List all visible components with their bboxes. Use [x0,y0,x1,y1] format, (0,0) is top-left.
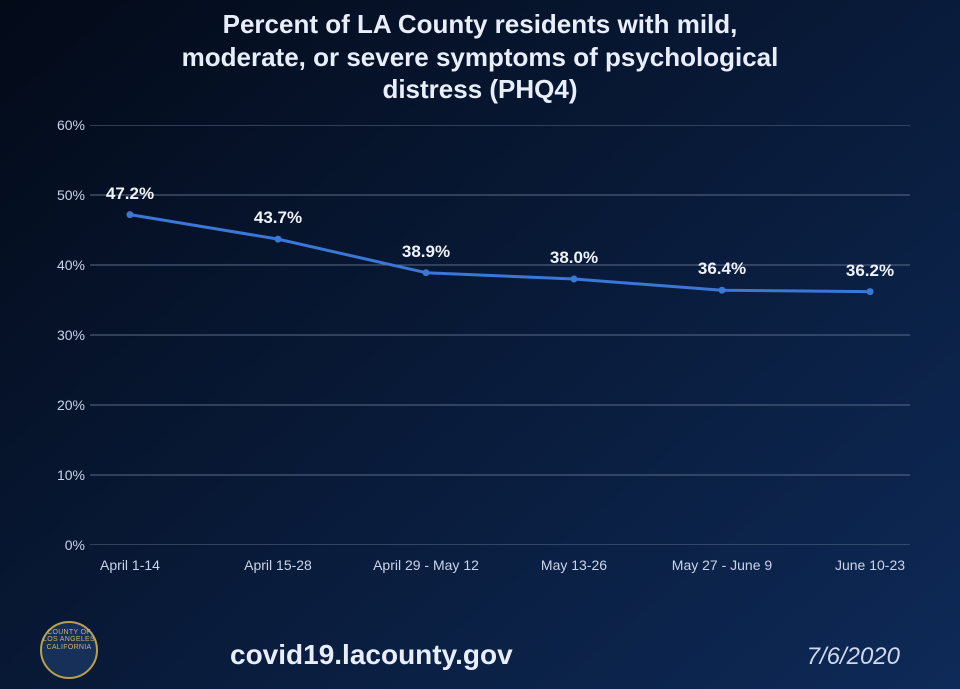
chart-title: Percent of LA County residents with mild… [0,8,960,106]
y-tick-label: 60% [40,117,85,133]
y-tick-label: 50% [40,187,85,203]
footer-url: covid19.lacounty.gov [230,639,513,671]
x-tick-label: May 13-26 [514,557,634,574]
line-chart: 0%10%20%30%40%50%60%April 1-14April 15-2… [90,125,910,545]
data-point-label: 38.0% [544,248,604,268]
data-point-label: 36.2% [840,261,900,281]
x-tick-label: April 1-14 [70,557,190,574]
y-tick-label: 30% [40,327,85,343]
seal-label: COUNTY OF LOS ANGELES CALIFORNIA [43,629,95,651]
slide: Percent of LA County residents with mild… [0,0,960,689]
footer-date: 7/6/2020 [807,643,900,671]
y-tick-label: 10% [40,467,85,483]
data-point-label: 38.9% [396,242,456,262]
y-tick-label: 20% [40,397,85,413]
data-point-label: 36.4% [692,259,752,279]
x-tick-label: May 27 - June 9 [662,557,782,574]
y-tick-label: 0% [40,537,85,553]
x-tick-label: April 29 - May 12 [366,557,486,574]
data-point-label: 47.2% [100,184,160,204]
data-point-label: 43.7% [248,208,308,228]
x-tick-label: June 10-23 [810,557,930,574]
x-tick-label: April 15-28 [218,557,338,574]
county-seal-icon: COUNTY OF LOS ANGELES CALIFORNIA [40,621,98,679]
y-tick-label: 40% [40,257,85,273]
chart-svg [90,125,910,545]
